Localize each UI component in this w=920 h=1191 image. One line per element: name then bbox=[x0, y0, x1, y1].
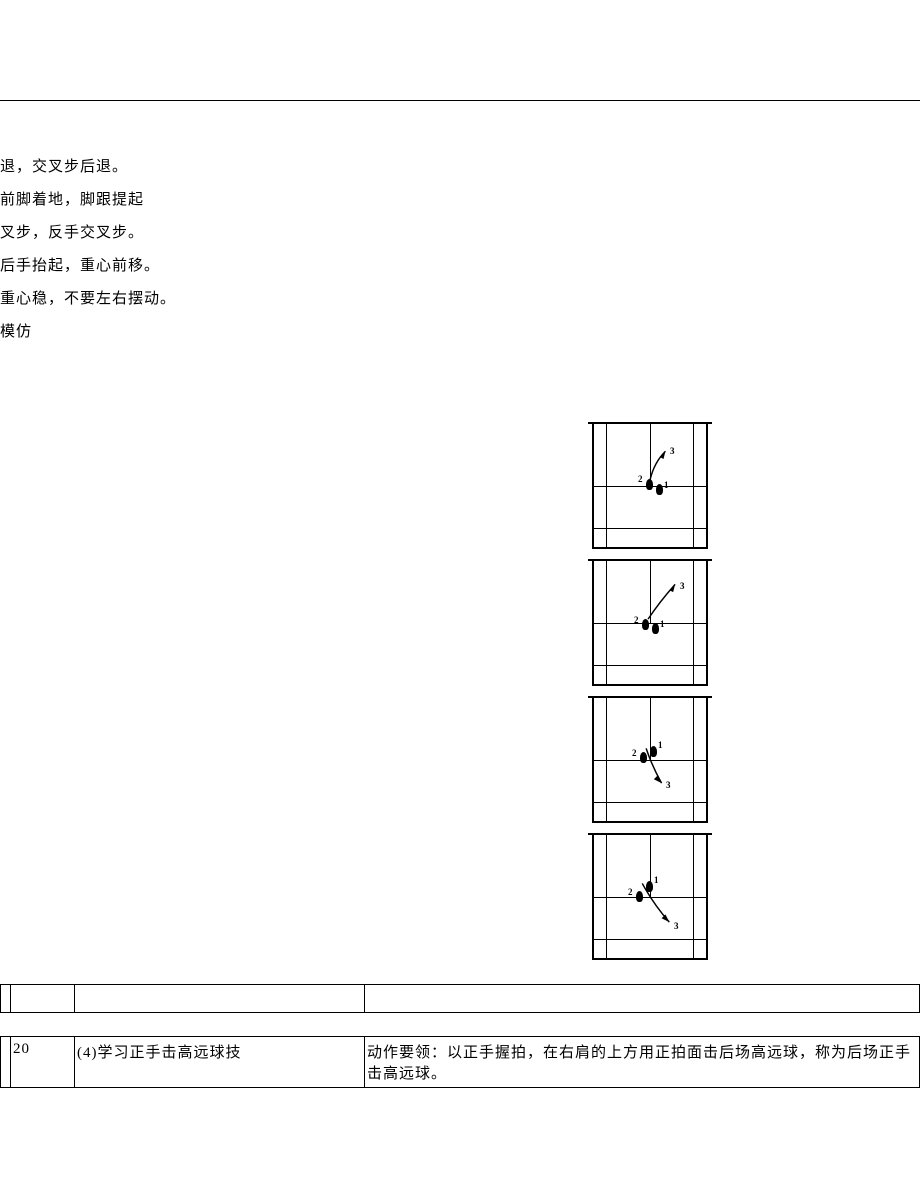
step-number: 2 bbox=[634, 615, 639, 625]
table-spacer bbox=[1, 1013, 920, 1037]
footprint bbox=[650, 746, 657, 757]
footprint bbox=[646, 881, 653, 892]
step-number: 1 bbox=[658, 740, 663, 750]
footwork-diagram-1: 1 2 3 bbox=[588, 418, 712, 553]
court-service-line bbox=[594, 528, 706, 529]
footprint bbox=[646, 479, 653, 490]
table-cell bbox=[1, 1037, 11, 1088]
step-number: 3 bbox=[666, 780, 671, 790]
table-cell bbox=[75, 985, 365, 1013]
footwork-diagram-4: 1 2 3 bbox=[588, 829, 712, 964]
footprint bbox=[640, 752, 647, 763]
court-midline bbox=[594, 760, 706, 761]
step-number: 3 bbox=[680, 581, 685, 591]
court-center-line bbox=[650, 424, 651, 486]
footwork-diagrams: 1 2 3 1 2 3 bbox=[588, 418, 712, 966]
footwork-diagram-3: 1 2 3 bbox=[588, 692, 712, 827]
text-line: 叉步，反手交叉步。 bbox=[0, 217, 176, 250]
step-number: 1 bbox=[660, 619, 665, 629]
table-cell bbox=[11, 985, 75, 1013]
footwork-diagram-2: 1 2 3 bbox=[588, 555, 712, 690]
table-cell-content: 动作要领：以正手握拍，在右肩的上方用正拍面击后场高远球，称为后场正手击高远球。 bbox=[365, 1037, 920, 1088]
table-row-empty bbox=[1, 985, 920, 1013]
footprint bbox=[652, 623, 659, 634]
text-line: 退，交叉步后退。 bbox=[0, 151, 176, 184]
step-number: 2 bbox=[638, 474, 643, 484]
court-outline: 1 2 3 bbox=[592, 696, 708, 823]
table-cell bbox=[1, 1013, 920, 1037]
text-line: 前脚着地，脚跟提起 bbox=[0, 184, 176, 217]
text-line: 模仿 bbox=[0, 316, 176, 349]
court-outline: 1 2 3 bbox=[592, 559, 708, 686]
court-service-line bbox=[594, 665, 706, 666]
text-line: 后手抬起，重心前移。 bbox=[0, 250, 176, 283]
court-service-line bbox=[594, 802, 706, 803]
step-number: 1 bbox=[654, 875, 659, 885]
court-service-line bbox=[594, 939, 706, 940]
table-cell bbox=[1, 985, 11, 1013]
step-number: 1 bbox=[664, 480, 669, 490]
step-number: 3 bbox=[674, 921, 679, 931]
step-number: 3 bbox=[670, 446, 675, 456]
table-cell-topic: (4)学习正手击高远球技 bbox=[75, 1037, 365, 1088]
court-outline: 1 2 3 bbox=[592, 422, 708, 549]
horizontal-rule bbox=[0, 100, 920, 101]
footprint bbox=[642, 619, 649, 630]
step-number: 2 bbox=[632, 748, 637, 758]
lesson-table: 20 (4)学习正手击高远球技 动作要领：以正手握拍，在右肩的上方用正拍面击后场… bbox=[0, 984, 920, 1088]
court-midline bbox=[594, 897, 706, 898]
body-text: 退，交叉步后退。 前脚着地，脚跟提起 叉步，反手交叉步。 后手抬起，重心前移。 … bbox=[0, 151, 176, 349]
table-cell bbox=[365, 985, 920, 1013]
step-number: 2 bbox=[628, 887, 633, 897]
court-outline: 1 2 3 bbox=[592, 833, 708, 960]
text-line: 重心稳，不要左右摆动。 bbox=[0, 283, 176, 316]
table-row: 20 (4)学习正手击高远球技 动作要领：以正手握拍，在右肩的上方用正拍面击后场… bbox=[1, 1037, 920, 1088]
court-center-line bbox=[650, 561, 651, 623]
court-midline bbox=[594, 623, 706, 624]
footprint bbox=[636, 891, 643, 902]
table-cell-duration: 20 bbox=[11, 1037, 75, 1088]
footprint bbox=[656, 484, 663, 495]
